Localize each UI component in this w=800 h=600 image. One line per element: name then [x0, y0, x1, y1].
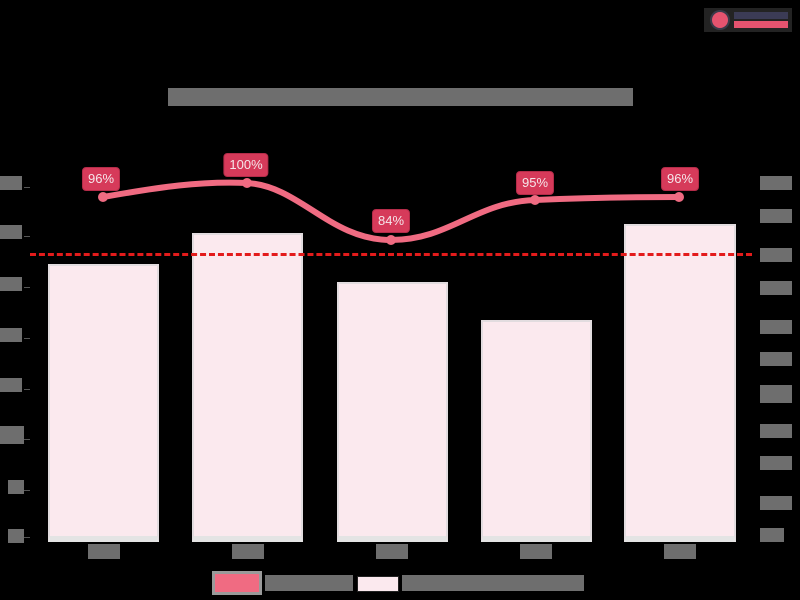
right-axis-tick — [760, 320, 792, 334]
bar-4[interactable] — [481, 320, 592, 542]
logo-text-bottom — [734, 21, 788, 28]
bar-1[interactable] — [48, 264, 159, 542]
right-axis-tick — [760, 528, 784, 542]
right-axis-tick — [760, 352, 792, 366]
left-axis-tick — [8, 529, 24, 543]
line-point[interactable] — [674, 192, 684, 202]
legend-bar-swatch[interactable] — [357, 576, 399, 592]
tick-mark — [24, 236, 30, 237]
tick-mark — [24, 338, 30, 339]
data-label: 95% — [515, 171, 555, 195]
right-axis-tick — [760, 496, 792, 510]
target-reference-line — [30, 253, 752, 256]
line-point[interactable] — [386, 235, 396, 245]
bar-5[interactable] — [624, 224, 736, 542]
right-axis-tick — [760, 456, 792, 470]
right-axis-tick — [760, 176, 792, 190]
line-point[interactable] — [98, 192, 108, 202]
legend-line-label[interactable] — [265, 575, 353, 591]
logo-mark-icon — [712, 12, 728, 28]
brand-logo — [704, 8, 792, 32]
logo-text-top — [734, 12, 788, 19]
x-axis-label — [88, 544, 120, 559]
right-axis-tick — [760, 385, 792, 403]
chart-title — [168, 88, 633, 106]
data-label: 96% — [81, 167, 121, 191]
tick-mark — [24, 490, 30, 491]
right-axis-tick — [760, 424, 792, 438]
data-label: 84% — [371, 209, 411, 233]
tick-mark — [24, 537, 30, 538]
line-point[interactable] — [242, 178, 252, 188]
bar-2[interactable] — [192, 233, 303, 542]
data-label: 100% — [223, 153, 269, 177]
x-axis-label — [520, 544, 552, 559]
line-point[interactable] — [530, 195, 540, 205]
bar-3[interactable] — [337, 282, 448, 542]
right-axis-tick — [760, 248, 792, 262]
right-axis-tick — [760, 209, 792, 223]
left-axis-tick — [0, 225, 22, 239]
left-axis-tick — [0, 328, 22, 342]
x-axis-label — [664, 544, 696, 559]
left-axis-tick — [0, 426, 24, 444]
tick-mark — [24, 287, 30, 288]
left-axis-tick — [8, 480, 24, 494]
tick-mark — [24, 439, 30, 440]
legend-line-swatch[interactable] — [212, 571, 262, 595]
tick-mark — [24, 187, 30, 188]
x-axis-label — [232, 544, 264, 559]
legend-bar-label[interactable] — [402, 575, 584, 591]
x-axis-label — [376, 544, 408, 559]
tick-mark — [24, 389, 30, 390]
data-label: 96% — [660, 167, 700, 191]
left-axis-tick — [0, 176, 22, 190]
left-axis-tick — [0, 378, 22, 392]
right-axis-tick — [760, 281, 792, 295]
left-axis-tick — [0, 277, 22, 291]
